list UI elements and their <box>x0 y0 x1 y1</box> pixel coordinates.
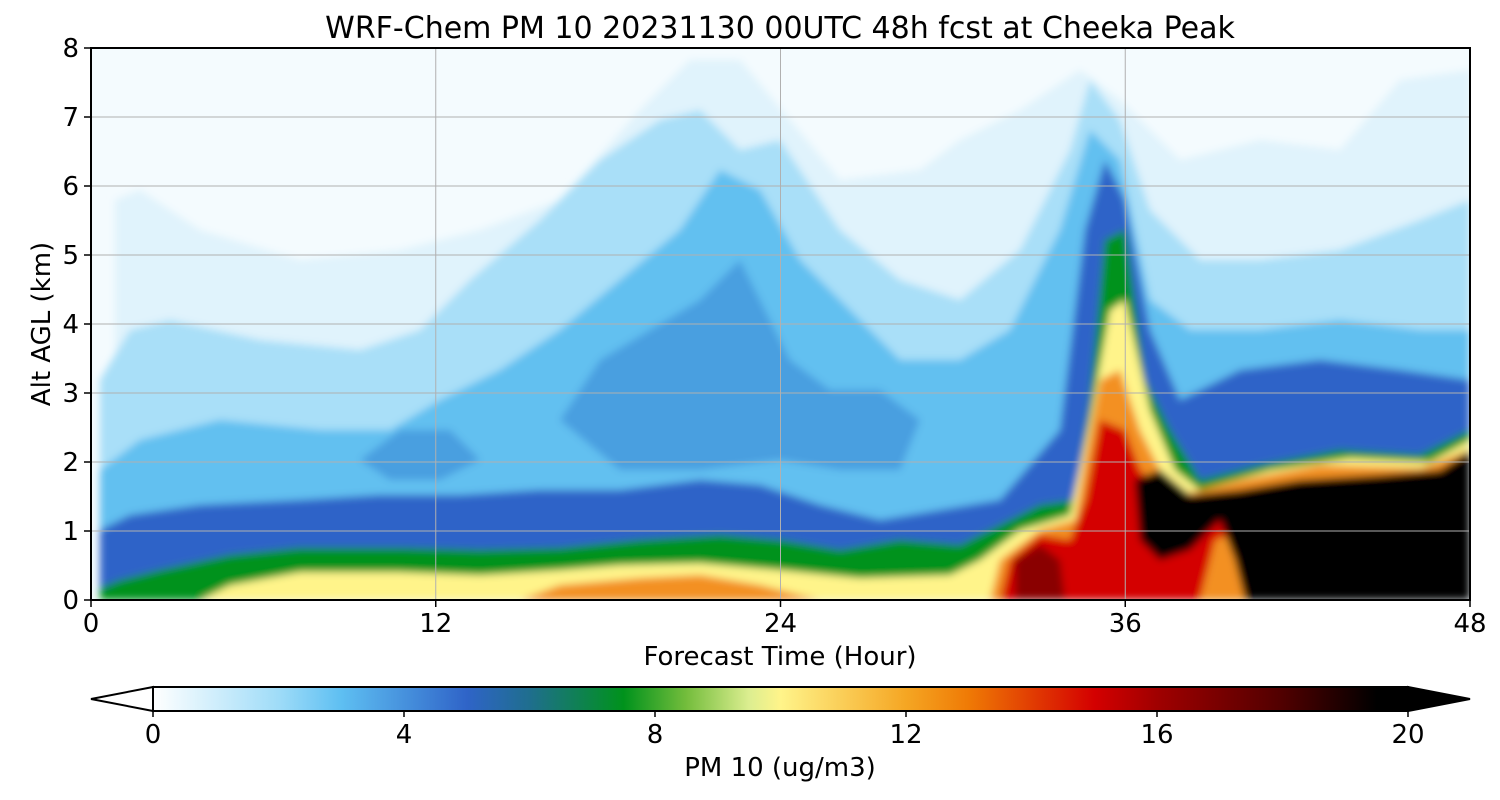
x-tick-label: 36 <box>1109 609 1142 639</box>
y-tick-label: 3 <box>62 379 79 409</box>
field-black <box>1135 450 1470 600</box>
colorbar: 0 4 8 12 16 20 PM 10 (ug/m3) <box>90 685 1471 783</box>
x-axis-label: Forecast Time (Hour) <box>643 642 916 672</box>
y-tick-label: 1 <box>62 517 79 547</box>
grid-lines <box>91 48 1470 600</box>
x-tick-label: 48 <box>1453 609 1486 639</box>
pm10-field <box>100 60 1470 600</box>
colorbar-tick-label: 16 <box>1140 720 1173 750</box>
field-dark-red <box>1015 545 1065 600</box>
x-tick-label: 24 <box>764 609 797 639</box>
colorbar-tick-label: 20 <box>1391 720 1424 750</box>
y-axis-label: Alt AGL (km) <box>27 242 57 406</box>
y-tick-label: 0 <box>62 586 79 616</box>
colorbar-label: PM 10 (ug/m3) <box>684 753 876 783</box>
y-tick-label: 7 <box>62 103 79 133</box>
colorbar-tick-label: 12 <box>889 720 922 750</box>
y-tick-label: 8 <box>62 34 79 64</box>
colorbar-tick-label: 4 <box>396 720 413 750</box>
colorbar-under-triangle <box>90 685 154 713</box>
colorbar-over-triangle <box>1407 685 1471 713</box>
y-tick-label: 4 <box>62 310 79 340</box>
chart-title: WRF-Chem PM 10 20231130 00UTC 48h fcst a… <box>325 11 1235 46</box>
x-axis: 0 12 24 36 48 <box>83 600 1487 639</box>
colorbar-tick-label: 8 <box>647 720 664 750</box>
y-axis: 0 1 2 3 4 5 6 7 8 <box>62 34 91 616</box>
x-tick-label: 12 <box>419 609 452 639</box>
y-tick-label: 5 <box>62 241 79 271</box>
colorbar-tick-label: 0 <box>145 720 162 750</box>
colorbar-ticks: 0 4 8 12 16 20 <box>145 711 1425 750</box>
field-blue-patch <box>360 430 480 480</box>
x-tick-label: 0 <box>83 609 100 639</box>
y-tick-label: 2 <box>62 448 79 478</box>
plot-area <box>91 48 1470 600</box>
y-tick-label: 6 <box>62 172 79 202</box>
colorbar-bar <box>152 686 1409 712</box>
field-blue-core <box>560 260 920 470</box>
